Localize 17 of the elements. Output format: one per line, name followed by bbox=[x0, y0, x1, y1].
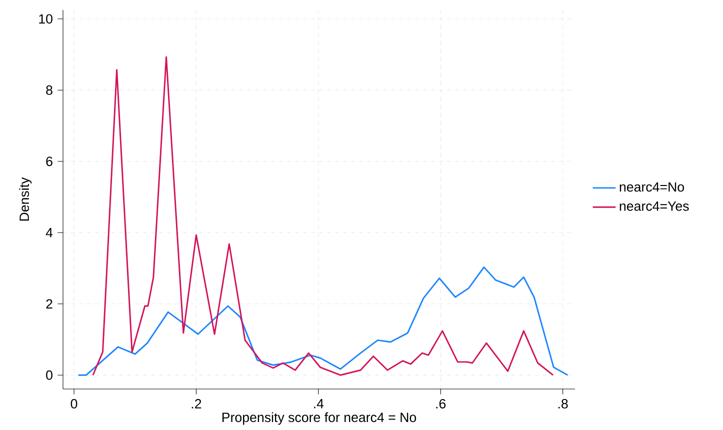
x-tick-label: .8 bbox=[558, 399, 568, 408]
line-series bbox=[78, 266, 568, 376]
y-tick-label: 0 bbox=[46, 370, 52, 380]
y-tick-label: 8 bbox=[46, 85, 52, 95]
y-tick-label: 10 bbox=[39, 14, 52, 24]
x-tick-label: 0 bbox=[70, 399, 78, 408]
line-series bbox=[92, 56, 554, 376]
x-tick-label: .6 bbox=[436, 399, 446, 408]
x-tick-label: .4 bbox=[314, 399, 324, 408]
y-tick-label: 2 bbox=[46, 299, 52, 309]
y-tick-label: 4 bbox=[46, 228, 53, 238]
y-tick-label: 6 bbox=[46, 156, 52, 166]
legend-label: nearc4=Yes bbox=[620, 202, 689, 211]
x-tick-label: .2 bbox=[192, 399, 202, 408]
x-axis-title: Propensity score for nearc4 = No bbox=[222, 412, 416, 425]
y-axis-title: Density bbox=[19, 177, 32, 221]
legend-label: nearc4=No bbox=[620, 182, 684, 192]
